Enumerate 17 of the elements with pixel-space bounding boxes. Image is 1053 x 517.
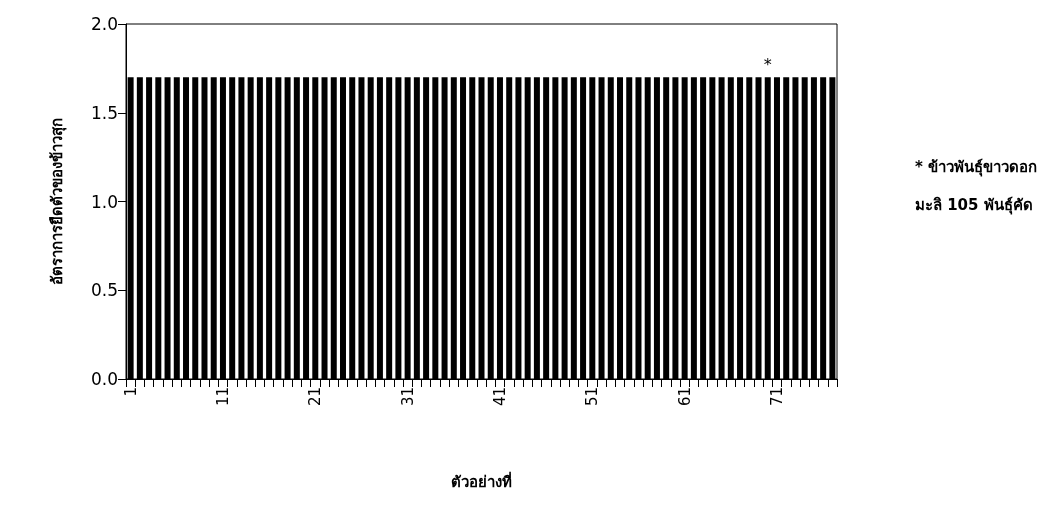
x-tick-label: 71 (767, 387, 786, 407)
x-tick-label: 61 (675, 387, 694, 407)
x-axis-title: ตัวอย่างที่ (451, 470, 512, 491)
x-tick-label: 11 (213, 387, 232, 407)
x-tick-label: 41 (490, 387, 509, 407)
x-tick-label: 21 (306, 387, 325, 407)
y-tick-label: 1.0 (90, 191, 118, 212)
data-label: * (763, 54, 772, 74)
x-tick-label: 31 (398, 387, 417, 407)
y-tick-label: 2.0 (90, 14, 118, 34)
text: * ข้าวพันธุ์ขาวดอก มะลิ 105 พันธุ์คัด (914, 158, 1038, 214)
x-tick-label: 51 (583, 387, 602, 407)
x-tick-label: 1 (121, 387, 140, 397)
y-tick-label: 1.5 (90, 102, 118, 123)
y-tick-label: 0.5 (90, 280, 118, 301)
y-tick-label: 0.0 (90, 369, 118, 389)
y-axis-title: อัตราการยืดตัวของข้าวสุก (47, 118, 67, 285)
